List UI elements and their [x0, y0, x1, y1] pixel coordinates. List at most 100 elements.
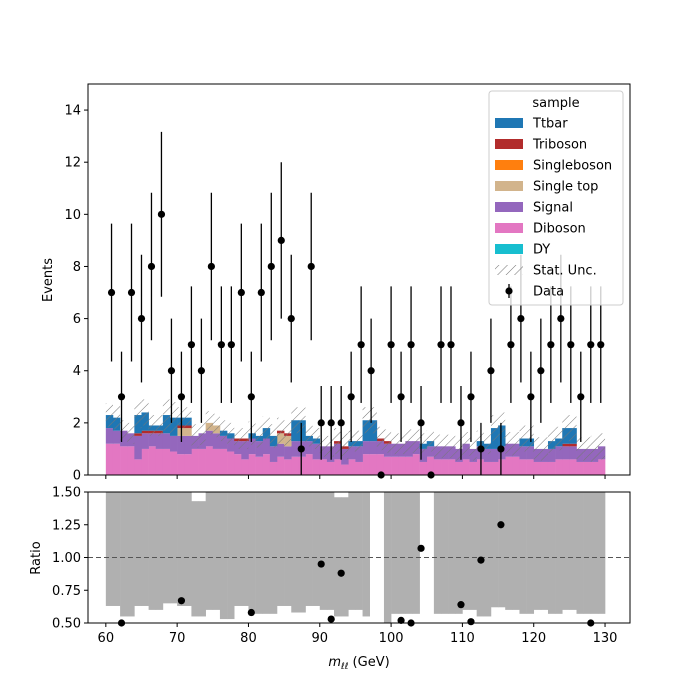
bar-diboson [583, 461, 592, 475]
stat-unc-bin [490, 415, 499, 442]
ratio-band-bin [205, 492, 214, 610]
data-point [587, 341, 595, 349]
main-y-tick-label: 8 [73, 260, 81, 275]
bar-diboson [198, 448, 206, 475]
stat-unc-bin [105, 403, 113, 427]
ratio-point [177, 597, 186, 605]
data-point [307, 262, 315, 271]
bar-diboson [448, 459, 456, 475]
stat-unc-bin [326, 435, 335, 457]
main-y-tick-label: 10 [64, 208, 81, 223]
ratio-band-bin [155, 492, 164, 610]
bar-signal [184, 435, 192, 455]
bar-diboson [441, 459, 449, 475]
stat-unc-bin [291, 407, 299, 434]
bar-diboson [241, 459, 249, 475]
bar-signal [498, 446, 506, 460]
stat-unc-bin [212, 413, 220, 438]
ratio-band-bin [112, 492, 121, 606]
ratio-band-bin [547, 492, 556, 614]
legend-swatch [495, 202, 523, 212]
bar-signal [148, 433, 157, 447]
ratio-band-bin [462, 492, 470, 610]
ratio-point [247, 608, 255, 617]
ratio-x-ticks: 60 70 80 90 100 110 120 130 [98, 623, 617, 646]
main-axes-frame [87, 83, 631, 476]
stat-unc-bin [441, 434, 449, 459]
data-point [347, 393, 355, 401]
ratio-band-bin [298, 492, 306, 613]
stat-unc-bin [112, 405, 121, 430]
stat-unc-bin [576, 437, 584, 461]
data-point [287, 315, 295, 323]
bar-diboson [540, 461, 549, 475]
bar-diboson [419, 461, 428, 475]
stat-unc-bin [262, 416, 270, 440]
bar-diboson [227, 451, 235, 475]
bar-diboson [248, 454, 256, 475]
ratio-band-bin [469, 492, 477, 610]
bar-diboson [383, 456, 392, 475]
ratio-y-tick-label: 1.00 [52, 551, 81, 566]
legend-label: DY [533, 243, 550, 258]
data-point [367, 367, 375, 375]
bar-signal [483, 448, 492, 462]
x-tick-label: 70 [169, 631, 186, 646]
data-point [417, 419, 425, 427]
data-point [547, 341, 555, 349]
ratio-point [417, 544, 425, 552]
stat-unc-bin [398, 433, 406, 455]
main-panel: 0 2 4 6 8 10 12 14 Events sample Ttbar Triboson S… [41, 83, 631, 484]
bar-diboson [376, 454, 385, 475]
data-point [237, 288, 245, 297]
ratio-band-bin [162, 492, 171, 604]
bar-signal [269, 446, 278, 462]
ratio-band-bin [540, 492, 549, 610]
data-point [137, 315, 146, 323]
stat-unc-bin [540, 437, 548, 461]
ratio-band-bin [405, 492, 413, 614]
main-y-tick-label: 4 [73, 364, 81, 379]
data-point [357, 341, 365, 349]
ratio-band-bin [576, 492, 584, 614]
main-y-ticks: 0 2 4 6 8 10 12 14 [64, 104, 88, 484]
bar-signal [241, 441, 249, 460]
bar-diboson [276, 456, 285, 475]
ratio-band-bin [284, 492, 292, 606]
data-point [387, 341, 395, 349]
stat-unc-bin [298, 407, 306, 434]
stat-unc-bin [234, 428, 242, 449]
ratio-y-tick-label: 0.75 [52, 584, 81, 599]
data-point [107, 288, 116, 297]
stat-unc-bin [227, 422, 235, 444]
bar-diboson [505, 456, 513, 475]
data-point [157, 210, 166, 218]
ratio-band-bin [227, 492, 235, 620]
stat-unc-bin [276, 417, 285, 444]
stat-unc-bin [319, 435, 327, 457]
bar-diboson [312, 459, 321, 475]
ratio-band-bin [312, 492, 321, 606]
bar-signal [248, 438, 256, 455]
bar-signal [227, 438, 235, 452]
bar-signal [526, 446, 535, 460]
stat-unc-bin [355, 430, 363, 452]
stat-unc-bin [512, 431, 520, 456]
bar-diboson [597, 459, 606, 475]
bar-signal [305, 441, 313, 455]
data-point [577, 393, 585, 401]
legend-swatch [495, 223, 523, 233]
stat-unc-bin [248, 421, 256, 446]
bar-diboson [547, 461, 556, 475]
data-point [487, 367, 495, 375]
bar-diboson [291, 456, 299, 475]
ratio-band-bin [519, 492, 527, 614]
stat-unc-bin [376, 426, 384, 451]
legend: sample Ttbar Triboson Singleboson Single to… [488, 90, 624, 306]
ratio-band-bin [569, 492, 577, 610]
bar-diboson [212, 448, 221, 475]
stat-unc-bin [476, 430, 484, 452]
bar-signal [490, 448, 499, 462]
data-point [147, 262, 156, 271]
